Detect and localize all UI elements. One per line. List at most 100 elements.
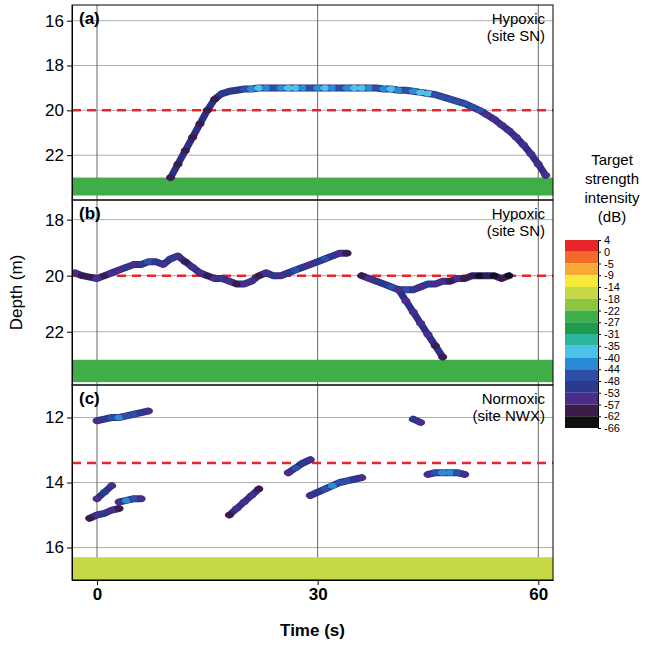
panel-title-line: (site SN) xyxy=(487,27,545,44)
tick-mark xyxy=(598,299,601,300)
tick: -35 xyxy=(598,340,620,352)
axis-line xyxy=(72,386,73,581)
tick-mark xyxy=(598,405,601,406)
color-swatch xyxy=(565,346,598,358)
tick-mark xyxy=(67,418,72,419)
grid-line xyxy=(97,385,98,580)
color-swatch xyxy=(565,393,598,405)
tick-mark xyxy=(598,416,601,417)
tick: -66 xyxy=(598,422,620,434)
color-bar-title-line: intensity xyxy=(584,189,640,206)
target-echo xyxy=(416,419,425,425)
tick-mark xyxy=(67,155,72,156)
target-echo xyxy=(254,486,263,492)
tick-mark xyxy=(598,346,601,347)
target-echo xyxy=(188,264,197,270)
color-bar-title-line: (dB) xyxy=(598,208,626,225)
tick-label: 0 xyxy=(93,585,102,604)
target-echo xyxy=(468,104,477,110)
grid-line xyxy=(72,20,553,21)
tick-mark xyxy=(598,252,601,253)
seabed xyxy=(72,360,553,382)
color-bar: Targetstrengthintensity(dB)40-5-9-14-18-… xyxy=(565,151,640,434)
tick-label: 20 xyxy=(45,267,64,286)
grid-line xyxy=(72,482,553,483)
tick: -18 xyxy=(598,293,620,305)
tick-mark xyxy=(67,276,72,277)
tick-mark xyxy=(67,220,72,221)
tick: -48 xyxy=(598,375,620,387)
target-echo xyxy=(526,151,535,157)
tick-label: 60 xyxy=(529,585,548,604)
color-swatch xyxy=(565,369,598,381)
tick-mark xyxy=(598,240,601,241)
color-bar-title-line: Target xyxy=(591,151,634,168)
seabed xyxy=(72,557,553,580)
tick-mark xyxy=(67,332,72,333)
tick-label: 12 xyxy=(45,408,64,427)
axis-line xyxy=(72,6,73,201)
target-echo xyxy=(475,107,484,113)
tick-label: 18 xyxy=(45,211,64,230)
target-echo xyxy=(438,354,447,360)
tick-label: -40 xyxy=(604,352,620,364)
tick: 60 xyxy=(529,580,548,604)
tick: -31 xyxy=(598,328,620,340)
figure: 16182022(a)Hypoxic(site SN)182022(b)Hypo… xyxy=(0,0,666,655)
target-echo xyxy=(490,116,499,122)
tick-mark xyxy=(598,311,601,312)
tick-mark xyxy=(67,21,72,22)
color-bar-title: Targetstrengthintensity(dB) xyxy=(584,151,640,225)
target-echo xyxy=(137,496,146,502)
target-echo xyxy=(431,343,440,349)
tick: -62 xyxy=(598,410,620,422)
tick-mark xyxy=(598,381,601,382)
target-echo xyxy=(541,172,550,178)
color-swatch xyxy=(565,416,598,428)
tick: 20 xyxy=(45,101,72,120)
color-swatch xyxy=(565,381,598,393)
target-echo xyxy=(306,493,315,499)
target-echo xyxy=(504,273,513,279)
target-track xyxy=(171,88,546,178)
tick-label: 18 xyxy=(45,56,64,75)
tick-mark xyxy=(598,264,601,265)
axis: 40-5-9-14-18-22-27-31-35-40-44-48-53-57-… xyxy=(598,234,620,434)
tick-label: -22 xyxy=(604,305,620,317)
grid xyxy=(72,385,553,580)
target-echo xyxy=(416,320,425,326)
target-echo xyxy=(423,332,432,338)
tick-label: 14 xyxy=(45,473,64,492)
tick-mark xyxy=(598,287,601,288)
tick-label: -57 xyxy=(604,399,620,411)
tick: 12 xyxy=(45,408,72,427)
grid-line xyxy=(72,331,553,332)
color-swatch xyxy=(565,240,598,252)
target-track xyxy=(75,253,347,284)
grid-line xyxy=(97,5,98,200)
tick-label: -62 xyxy=(604,410,620,422)
color-swatch xyxy=(565,275,598,287)
tick: -9 xyxy=(598,269,614,281)
panel-title: Hypoxic(site SN) xyxy=(487,10,546,44)
target-echo xyxy=(519,142,528,148)
target-track xyxy=(229,489,258,515)
plot-marks xyxy=(72,250,553,382)
grid xyxy=(72,200,553,385)
tick-mark xyxy=(598,322,601,323)
panel: 12141603060(c)Normoxic(site NWX) xyxy=(45,385,553,604)
tick-label: -18 xyxy=(604,293,620,305)
target-echo xyxy=(504,128,513,134)
tick-label: -53 xyxy=(604,387,620,399)
tick-label: 0 xyxy=(604,246,610,258)
tick: 16 xyxy=(45,538,72,557)
target-echo xyxy=(115,506,124,512)
target-echo xyxy=(166,175,175,181)
tick-label: 22 xyxy=(45,146,64,165)
tick-mark xyxy=(598,369,601,370)
tick-label: -31 xyxy=(604,328,620,340)
target-echo xyxy=(313,489,322,495)
tick-label: 4 xyxy=(604,234,610,246)
axis-line xyxy=(72,201,73,386)
tick: -53 xyxy=(598,387,620,399)
